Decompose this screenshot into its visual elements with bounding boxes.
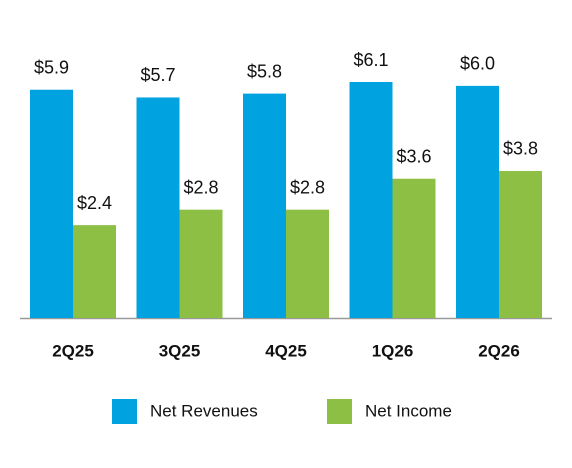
- bar: [243, 93, 286, 318]
- value-label: $5.8: [247, 61, 282, 81]
- x-tick-label: 4Q25: [265, 341, 307, 360]
- bar: [349, 82, 393, 318]
- bar: [499, 170, 542, 318]
- value-label: $5.9: [34, 57, 69, 77]
- value-label: $2.8: [183, 177, 218, 197]
- legend-swatch: [112, 399, 137, 424]
- bar: [179, 209, 223, 318]
- legend-swatch: [327, 399, 352, 424]
- legend-label: Net Income: [365, 401, 452, 420]
- x-tick-label: 3Q25: [159, 341, 201, 360]
- value-label: $3.6: [396, 146, 431, 166]
- bar: [73, 225, 116, 318]
- x-tick-label: 1Q26: [372, 341, 414, 360]
- value-label: $2.8: [290, 177, 325, 197]
- value-label: $3.8: [503, 139, 538, 159]
- legend-label: Net Revenues: [150, 401, 258, 420]
- bar: [136, 97, 180, 319]
- bar: [30, 89, 73, 318]
- value-label: $2.4: [77, 193, 112, 213]
- bar: [392, 178, 436, 318]
- x-tick-label: 2Q25: [52, 341, 94, 360]
- value-label: $5.7: [140, 65, 175, 85]
- value-label: $6.1: [353, 50, 388, 70]
- bar: [456, 85, 499, 318]
- value-label: $6.0: [460, 54, 495, 74]
- bar: [286, 209, 329, 318]
- x-tick-label: 2Q26: [478, 341, 520, 360]
